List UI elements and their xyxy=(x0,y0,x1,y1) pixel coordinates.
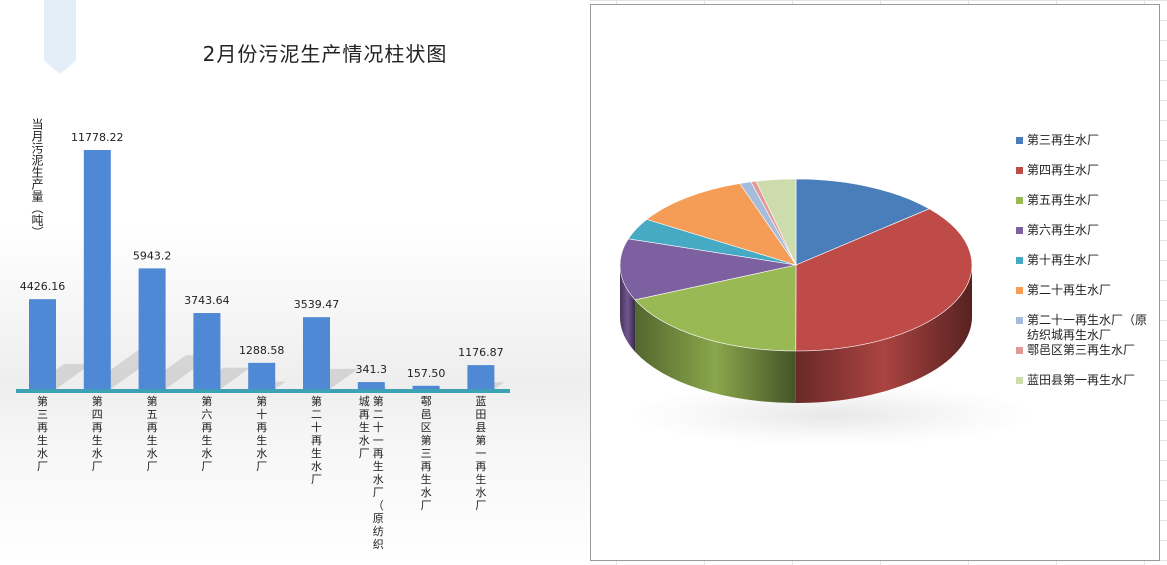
legend-swatch xyxy=(1016,257,1023,264)
x-axis-line xyxy=(16,389,510,393)
bar-value-label: 4426.16 xyxy=(20,280,66,293)
legend-label: 第二十一再生水厂（原纺织城再生水厂 xyxy=(1027,313,1148,342)
bar[interactable] xyxy=(412,385,440,389)
pie-slice-side xyxy=(635,299,796,403)
legend-label: 第六再生水厂 xyxy=(1027,223,1100,237)
legend-label: 第四再生水厂 xyxy=(1027,163,1100,177)
x-tick-label: 第六再生水厂 xyxy=(201,394,212,473)
pie-slice[interactable] xyxy=(619,238,797,301)
bar[interactable] xyxy=(29,299,56,389)
bar[interactable] xyxy=(467,365,495,389)
ribbon-decoration xyxy=(44,0,76,74)
y-axis-title: 当月污泥生产量（吨） xyxy=(30,118,44,238)
bar[interactable] xyxy=(357,382,385,389)
pie-slice[interactable] xyxy=(755,178,797,266)
pie-slice[interactable] xyxy=(795,178,930,266)
bar-value-label: 3539.47 xyxy=(294,298,340,311)
legend-label: 鄠邑区第三再生水厂 xyxy=(1027,343,1136,357)
legend-swatch xyxy=(1016,377,1023,384)
bar-value-label: 157.50 xyxy=(407,367,446,380)
bar-chart-title: 2月份污泥生产情况柱状图 xyxy=(202,42,448,66)
bar-value-label: 5943.2 xyxy=(133,249,172,262)
x-tick-label: 第二十再生水厂 xyxy=(311,394,322,486)
bar[interactable] xyxy=(138,268,166,389)
legend-label: 第五再生水厂 xyxy=(1027,193,1100,207)
x-tick-label: 鄠邑区第三再生水厂 xyxy=(421,395,432,512)
bar-chart-panel[interactable]: 2月份污泥生产情况柱状图 当月污泥生产量（吨） 4426.16 11778.22 5… xyxy=(0,0,590,565)
legend-label: 第十再生水厂 xyxy=(1027,253,1100,267)
legend-label: 第三再生水厂 xyxy=(1027,133,1100,147)
pie-slice-side xyxy=(620,265,636,352)
bar-value-label: 3743.64 xyxy=(184,294,230,307)
legend-label: 蓝田县第一再生水厂 xyxy=(1027,373,1136,387)
bar-value-label: 11778.22 xyxy=(71,131,124,144)
legend-swatch xyxy=(1016,227,1023,234)
legend-swatch xyxy=(1016,347,1023,354)
bar[interactable] xyxy=(248,362,276,389)
legend-swatch xyxy=(1016,197,1023,204)
pie-slice[interactable] xyxy=(634,264,797,352)
legend-swatch xyxy=(1016,167,1023,174)
bar[interactable] xyxy=(193,313,221,389)
x-tick-label: 第五再生水厂 xyxy=(147,394,158,473)
pie-slice[interactable] xyxy=(795,208,973,352)
x-tick-label: 第四再生水厂 xyxy=(92,394,103,473)
bar-value-label: 1288.58 xyxy=(239,344,285,357)
x-tick-label: 第二十一再生水厂（原纺织城再生水厂 xyxy=(359,394,384,551)
legend-swatch xyxy=(1016,317,1023,324)
bar[interactable] xyxy=(303,317,330,389)
pie-slice-side xyxy=(795,265,972,403)
x-tick-label: 蓝田县第一再生水厂 xyxy=(475,395,486,512)
bar-value-label: 341.3 xyxy=(356,363,388,376)
legend-swatch xyxy=(1016,137,1023,144)
bar[interactable] xyxy=(83,150,111,389)
x-tick-label: 第十再生水厂 xyxy=(256,394,267,473)
bar-chart-canvas: 4426.16 11778.22 5943.2 3743.64 1288.58 3539.… xyxy=(16,131,510,551)
legend-label: 第二十再生水厂 xyxy=(1027,283,1112,297)
pie-slice[interactable] xyxy=(646,183,797,266)
legend-swatch xyxy=(1016,287,1023,294)
bar-value-label: 1176.87 xyxy=(458,346,504,359)
pie-chart-panel[interactable]: 第三再生水厂 第四再生水厂 第五再生水厂 第六再生水厂 第十再生水厂 第二十再生水厂第二十… xyxy=(590,4,1160,561)
x-tick-label: 第三再生水厂 xyxy=(37,394,48,473)
pie-chart-canvas xyxy=(619,178,973,403)
